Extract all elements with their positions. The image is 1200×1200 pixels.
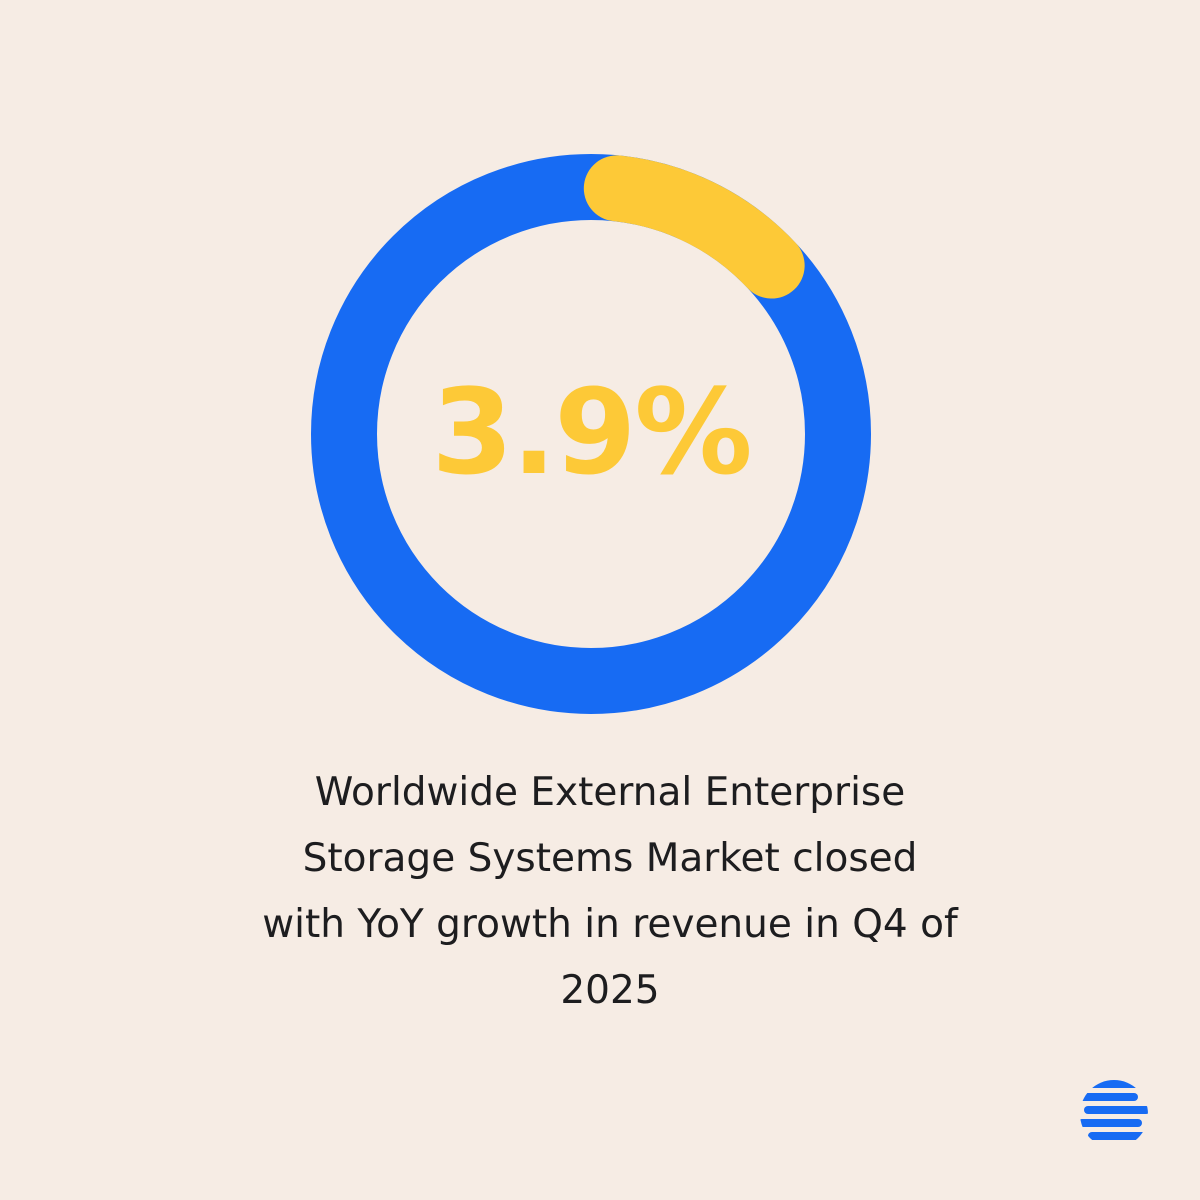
caption-line-3: with YoY growth in revenue in Q4 of bbox=[262, 902, 958, 947]
caption-line-4: 2025 bbox=[560, 968, 660, 1013]
caption: Worldwide External Enterprise Storage Sy… bbox=[160, 760, 1060, 1024]
caption-line-2: Storage Systems Market closed bbox=[302, 836, 918, 881]
donut-highlight-segment bbox=[583, 155, 805, 299]
striped-circle-logo-icon bbox=[1080, 1080, 1148, 1140]
center-percentage: 3.9% bbox=[431, 363, 752, 501]
caption-line-1: Worldwide External Enterprise bbox=[314, 770, 906, 815]
